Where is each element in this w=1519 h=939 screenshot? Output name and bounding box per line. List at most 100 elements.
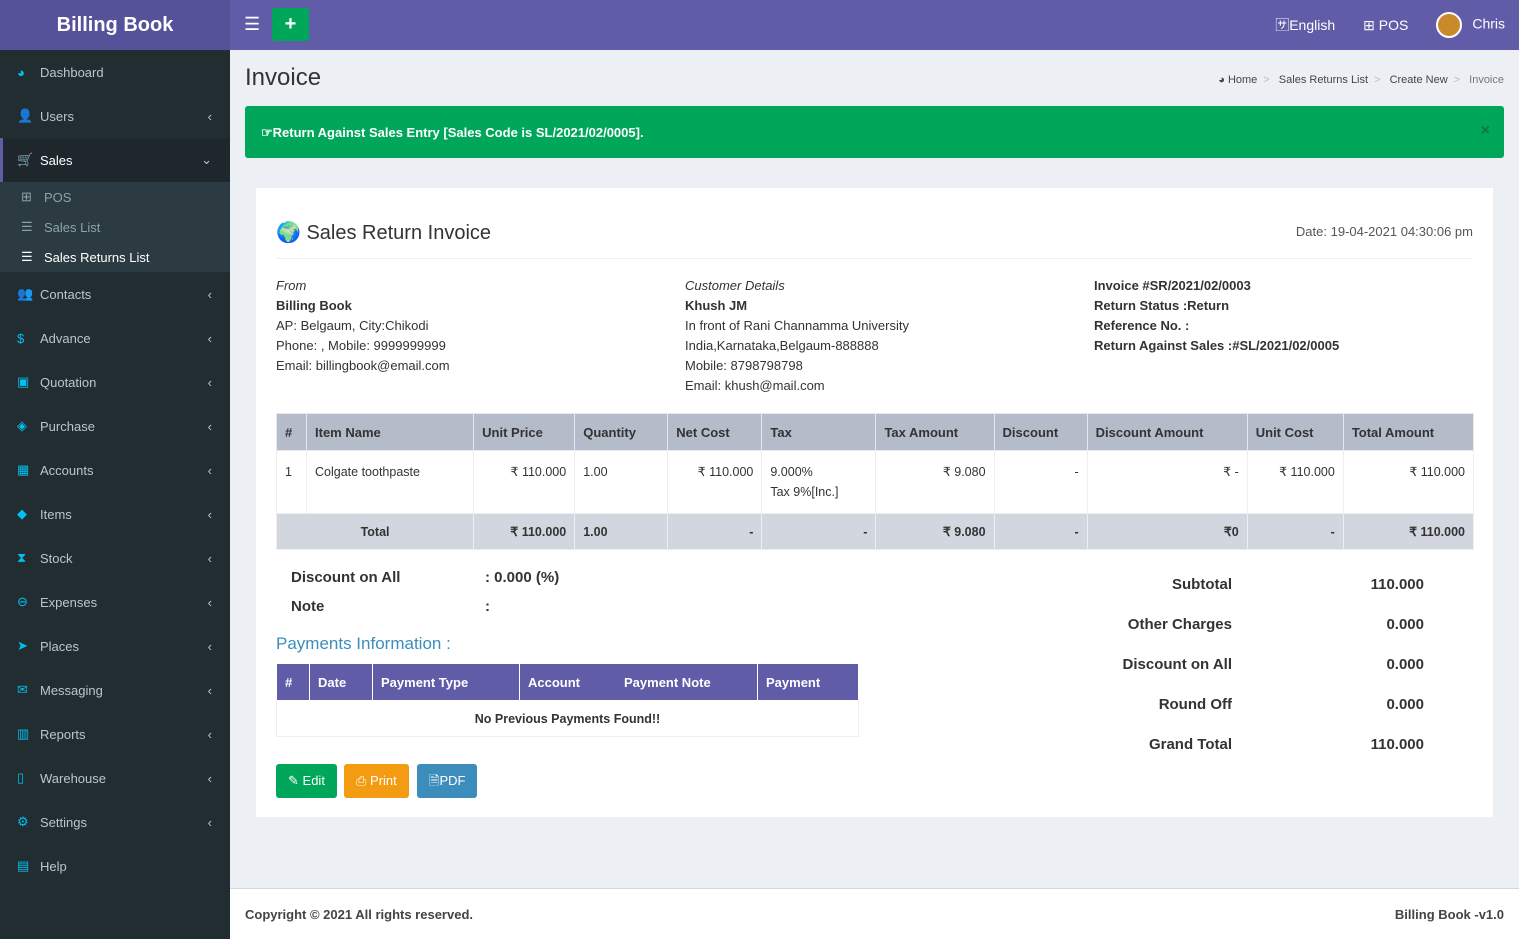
dollar-icon: $ <box>17 330 25 346</box>
sidebar-item-contacts[interactable]: 👥 Contacts ‹ <box>0 272 230 316</box>
sidebar-item-advance[interactable]: $ Advance ‹ <box>0 316 230 360</box>
sidebar-item-quotation[interactable]: ▣ Quotation ‹ <box>0 360 230 404</box>
pdf-label: PDF <box>439 773 466 788</box>
customer-details: Customer Details Khush JM In front of Ra… <box>685 276 909 396</box>
payments-title: Payments Information : <box>276 634 451 653</box>
from-label: From <box>276 278 307 293</box>
print-icon: ⎙ <box>356 773 367 788</box>
app-logo[interactable]: Billing Book <box>0 0 230 50</box>
hamburger-icon[interactable]: ☰ <box>244 14 261 34</box>
from-details: From Billing Book AP: Belgaum, City:Chik… <box>276 276 450 376</box>
grid-icon: ▦ <box>17 462 30 477</box>
user-menu[interactable]: Chris <box>1436 12 1505 38</box>
sidebar-item-warehouse[interactable]: ▯ Warehouse ‹ <box>0 756 230 800</box>
avatar <box>1436 12 1463 38</box>
breadcrumb-sales-returns[interactable]: Sales Returns List <box>1278 74 1369 86</box>
print-button[interactable]: ⎙ Print <box>344 764 409 798</box>
pos-link[interactable]: ⊞ POS <box>1363 16 1409 33</box>
column-header: Discount <box>993 413 1088 451</box>
sidebar-item-label: Messaging <box>40 682 103 698</box>
building-icon: ▯ <box>17 770 25 785</box>
envelope-icon: ✉ <box>17 682 28 697</box>
sidebar-subitem-sales-list[interactable]: ☰ Sales List <box>0 212 230 242</box>
sidebar-item-stock[interactable]: ⧗ Stock ‹ <box>0 536 230 580</box>
items-table: # Item Name Unit Price Quantity Net Cost Tax T… <box>275 413 1475 550</box>
sidebar: ◕ Dashboard 👤 Users ‹ 🛒 Sales ⌄ ⊞ POS ☰ Sales List ☰… <box>0 50 230 939</box>
sidebar-item-expenses[interactable]: ⊖ Expenses ‹ <box>0 580 230 624</box>
bar-chart-icon: ▥ <box>17 726 30 741</box>
column-header: Tax Amount <box>875 413 995 451</box>
no-payments-message: No Previous Payments Found!! <box>276 700 859 737</box>
chevron-icon: ⌄ <box>201 152 212 167</box>
user-name: Chris <box>1472 15 1505 32</box>
pay-col: # <box>276 663 310 701</box>
total-cell: ₹ 110.000 <box>1342 513 1475 550</box>
customer-line: Email: khush@mail.com <box>685 378 825 393</box>
edit-button[interactable]: ✎ Edit <box>276 764 337 798</box>
sidebar-item-label: Accounts <box>40 462 94 478</box>
total-cell: - <box>993 513 1088 550</box>
sidebar-item-dashboard[interactable]: ◕ Dashboard <box>0 50 230 94</box>
sidebar-item-settings[interactable]: ⚙ Settings ‹ <box>0 800 230 844</box>
table-cell: 1 <box>275 450 308 514</box>
edit-label: Edit <box>302 773 325 788</box>
sidebar-item-messaging[interactable]: ✉ Messaging ‹ <box>0 668 230 712</box>
total-cell: - <box>761 513 877 550</box>
sidebar-subitem-sales-returns-list[interactable]: ☰ Sales Returns List <box>0 242 230 272</box>
sidebar-item-label: Contacts <box>40 286 92 302</box>
sidebar-item-accounts[interactable]: ▦ Accounts ‹ <box>0 448 230 492</box>
sidebar-item-purchase[interactable]: ◈ Purchase ‹ <box>0 404 230 448</box>
sidebar-item-reports[interactable]: ▥ Reports ‹ <box>0 712 230 756</box>
column-header: Tax <box>761 413 877 451</box>
sidebar-item-label: Help <box>40 858 67 874</box>
close-icon[interactable]: × <box>1480 122 1490 139</box>
chevron-icon: ‹ <box>207 286 212 302</box>
sidebar-item-places[interactable]: ➤ Places ‹ <box>0 624 230 668</box>
pay-col-note: Payment Note <box>624 674 711 690</box>
sidebar-item-label: Sales <box>40 152 73 168</box>
sidebar-subitem-pos[interactable]: ⊞ POS <box>0 182 230 212</box>
chevron-icon: ‹ <box>207 814 212 830</box>
total-cell: ₹0 <box>1086 513 1248 550</box>
total-cell: - <box>667 513 763 550</box>
cogs-icon: ⚙ <box>17 814 29 829</box>
sidebar-item-label: Items <box>40 506 72 522</box>
column-header: Net Cost <box>667 413 763 451</box>
column-header: Item Name <box>306 413 475 451</box>
sidebar-item-label: Dashboard <box>40 64 104 80</box>
total-cell: - <box>1246 513 1344 550</box>
pay-col: Payment Type <box>372 663 520 701</box>
sidebar-item-users[interactable]: 👤 Users ‹ <box>0 94 230 138</box>
column-header: Total Amount <box>1342 413 1475 451</box>
minus-circle-icon: ⊖ <box>17 594 28 609</box>
chevron-icon: ‹ <box>207 418 212 434</box>
customer-name: Khush JM <box>685 298 748 313</box>
edit-icon: ✎ <box>288 773 299 788</box>
sidebar-item-label: Reports <box>40 726 86 742</box>
breadcrumb-home[interactable]: Home <box>1227 74 1258 86</box>
column-header: Unit Price <box>473 413 576 451</box>
sidebar-item-items[interactable]: ◆ Items ‹ <box>0 492 230 536</box>
dashboard-icon: ◕ <box>1218 74 1225 86</box>
sidebar-item-help[interactable]: ▤ Help <box>0 844 230 888</box>
table-cell: ₹ - <box>1086 450 1248 514</box>
column-header: Quantity <box>574 413 669 451</box>
summary-label: Subtotal <box>1172 576 1232 593</box>
hourglass-icon: ⧗ <box>17 550 27 565</box>
pdf-icon: 🗎 <box>429 773 440 788</box>
breadcrumb-create-new[interactable]: Create New <box>1389 74 1448 86</box>
summary-value: 110.000 <box>1370 576 1424 593</box>
language-selector[interactable]: 🈂English <box>1275 17 1336 33</box>
sidebar-item-sales[interactable]: 🛒 Sales ⌄ <box>0 138 230 182</box>
version: Billing Book -v1.0 <box>1394 907 1504 922</box>
summary-label: Round Off <box>1158 696 1232 713</box>
discount-value: : 0.000 (%) <box>485 569 560 586</box>
chevron-icon: ‹ <box>207 374 212 390</box>
pay-col: Payment <box>757 663 859 701</box>
list-icon: ☰ <box>21 219 33 234</box>
page-title: Invoice <box>245 64 322 91</box>
pdf-button[interactable]: 🗎PDF <box>417 764 478 798</box>
column-header: Unit Cost <box>1246 413 1344 451</box>
paper-plane-icon: ➤ <box>17 638 28 653</box>
add-button[interactable]: + <box>272 8 309 41</box>
